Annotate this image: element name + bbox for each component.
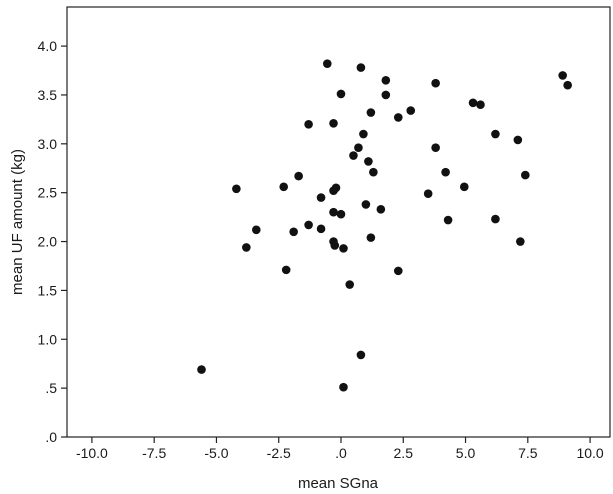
data-point bbox=[349, 151, 358, 160]
y-tick-label: 3.5 bbox=[38, 87, 58, 103]
x-tick-label: -10.0 bbox=[76, 445, 108, 461]
data-point bbox=[242, 243, 251, 252]
data-point bbox=[516, 237, 525, 246]
data-point bbox=[369, 167, 378, 177]
data-point bbox=[476, 100, 485, 110]
data-point bbox=[329, 118, 338, 128]
y-axis-title: mean UF amount (kg) bbox=[9, 149, 26, 295]
data-point bbox=[304, 119, 313, 129]
data-point bbox=[304, 220, 313, 230]
data-point bbox=[336, 209, 346, 219]
data-point bbox=[431, 78, 440, 88]
data-point bbox=[336, 89, 346, 99]
y-tick-label: 1.0 bbox=[38, 331, 58, 347]
y-tick-label: 3.0 bbox=[38, 136, 58, 152]
data-point bbox=[294, 171, 303, 181]
x-tick-label: 7.5 bbox=[518, 445, 538, 461]
data-point bbox=[381, 75, 391, 85]
data-point bbox=[381, 90, 391, 100]
data-point bbox=[364, 157, 373, 166]
y-tick-label: .5 bbox=[45, 380, 57, 396]
data-point bbox=[322, 59, 332, 68]
data-point bbox=[345, 280, 355, 289]
plot-frame bbox=[66, 6, 611, 438]
data-point bbox=[406, 106, 416, 115]
data-point bbox=[289, 227, 298, 237]
x-tick-label: -7.5 bbox=[142, 445, 166, 461]
data-point bbox=[316, 224, 326, 234]
data-point bbox=[558, 71, 567, 80]
x-axis: -10.0 -7.5 -5.0 -2.5 .0 2.5 5.0 7.5 10.0 bbox=[76, 437, 604, 461]
data-point bbox=[354, 143, 363, 153]
data-point bbox=[330, 241, 340, 250]
data-point bbox=[393, 266, 403, 276]
y-tick-label: 4.0 bbox=[38, 38, 58, 54]
data-point bbox=[232, 184, 241, 194]
data-point bbox=[513, 135, 523, 145]
data-point bbox=[366, 108, 376, 117]
data-point bbox=[329, 207, 338, 217]
x-axis-title: mean SGna bbox=[298, 475, 379, 492]
data-point bbox=[376, 204, 386, 214]
data-point bbox=[339, 382, 348, 392]
x-tick-label: 10.0 bbox=[576, 445, 603, 461]
data-point bbox=[563, 80, 572, 90]
x-tick-label: 2.5 bbox=[394, 445, 414, 461]
data-point bbox=[366, 233, 376, 242]
data-point bbox=[316, 193, 326, 202]
data-point bbox=[197, 365, 206, 374]
data-point bbox=[281, 265, 291, 275]
data-point bbox=[331, 183, 341, 193]
data-point bbox=[491, 129, 500, 139]
data-points bbox=[197, 59, 572, 392]
y-axis: .0 .5 1.0 1.5 2.0 2.5 3.0 3.5 4.0 bbox=[38, 38, 67, 445]
data-point bbox=[279, 182, 289, 192]
data-point bbox=[423, 189, 433, 198]
data-point bbox=[459, 182, 469, 192]
data-point bbox=[443, 215, 453, 225]
data-point bbox=[393, 113, 403, 122]
y-tick-label: 2.0 bbox=[38, 234, 58, 250]
y-tick-label: 1.5 bbox=[38, 282, 58, 298]
data-point bbox=[356, 350, 366, 360]
x-tick-label: 5.0 bbox=[456, 445, 476, 461]
x-tick-label: -2.5 bbox=[267, 445, 291, 461]
data-point bbox=[359, 129, 368, 139]
data-point bbox=[339, 244, 348, 253]
x-tick-label: -5.0 bbox=[204, 445, 228, 461]
data-point bbox=[361, 200, 371, 209]
y-tick-label: 2.5 bbox=[38, 185, 58, 201]
data-point bbox=[441, 167, 450, 177]
data-point bbox=[252, 225, 261, 235]
data-point bbox=[356, 63, 366, 72]
data-point bbox=[431, 143, 440, 153]
x-tick-label: .0 bbox=[335, 445, 347, 461]
data-point bbox=[521, 170, 530, 180]
data-point bbox=[491, 214, 500, 224]
y-tick-label: .0 bbox=[45, 429, 57, 445]
data-point bbox=[468, 98, 478, 108]
